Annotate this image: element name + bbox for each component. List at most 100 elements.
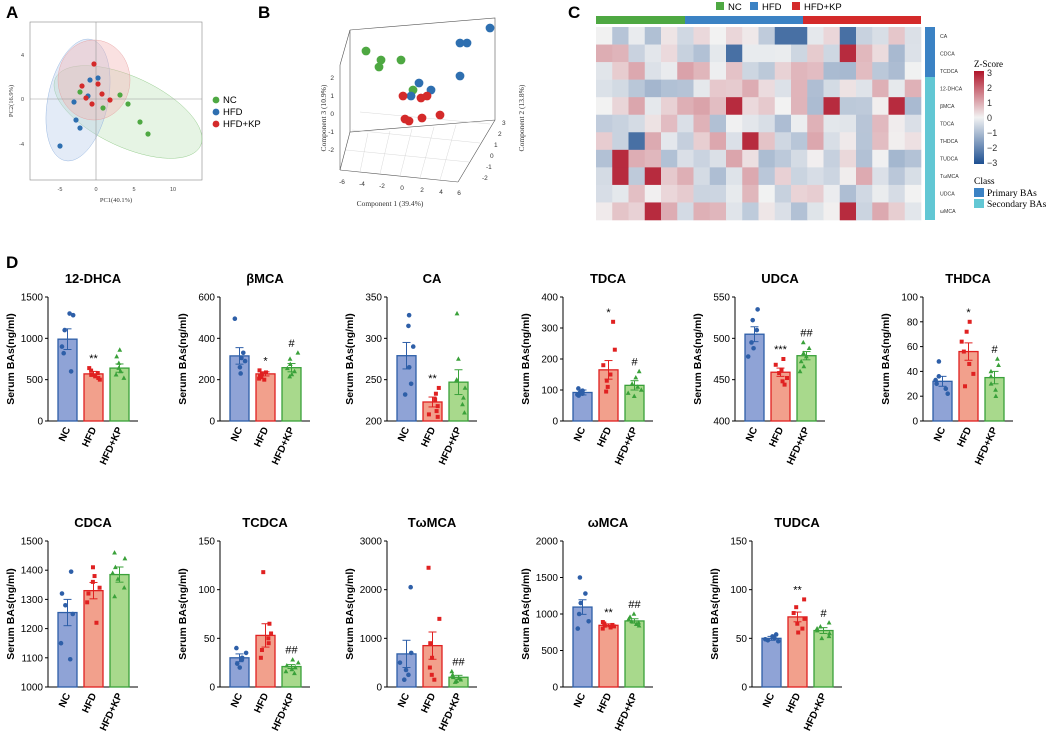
- significance-mark: #: [820, 608, 827, 620]
- data-point: [454, 310, 460, 316]
- heatmap-legend-hfd: HFD: [762, 2, 782, 13]
- pca3d-point: [422, 91, 432, 101]
- heatmap-cell: [644, 167, 662, 186]
- data-point: [90, 579, 95, 584]
- data-point: [292, 368, 297, 374]
- pca-point: [73, 117, 79, 123]
- heatmap-cell: [758, 167, 776, 186]
- bar-chart-6: CDCA Serum BAs(ng/ml) 1000 1100 1200 1300 1400…: [5, 515, 138, 732]
- heatmap-cell: [758, 62, 776, 80]
- heatmap-cell: [872, 79, 889, 98]
- bar-chart-ytick: 1300: [21, 595, 44, 606]
- data-point: [765, 637, 771, 643]
- data-point: [289, 371, 295, 377]
- bar-chart-ytick: 1100: [21, 653, 43, 664]
- heatmap-cell: [709, 79, 727, 98]
- heatmap-cell: [856, 114, 873, 133]
- data-point: [586, 619, 591, 624]
- data-point: [68, 369, 74, 374]
- data-point: [261, 570, 266, 575]
- heatmap-cell: [661, 97, 678, 116]
- bar-chart-ytick: 150: [198, 537, 215, 548]
- heatmap-cell: [872, 167, 889, 186]
- data-point: [577, 575, 583, 580]
- bar-chart-ytick: 50: [736, 634, 748, 645]
- data-point: [428, 641, 433, 646]
- heatmap-cell: [596, 167, 613, 186]
- heatmap-cell: [612, 167, 629, 186]
- heatmap-cell: [693, 97, 711, 116]
- significance-mark: #: [288, 338, 295, 350]
- heatmap-cell: [904, 79, 922, 98]
- heatmap-cell: [758, 184, 776, 203]
- panel-letter-b: B: [258, 3, 270, 22]
- category-label: HFD: [596, 426, 615, 449]
- data-point: [826, 633, 832, 639]
- data-point: [450, 674, 456, 680]
- heatmap-cell: [839, 97, 857, 116]
- heatmap-cell: [628, 97, 646, 116]
- heatmap-cell: [612, 149, 629, 168]
- heatmap-cell: [872, 62, 889, 80]
- bar: [796, 355, 817, 422]
- heatmap-cell: [856, 27, 873, 45]
- data-point: [462, 410, 467, 415]
- bar-chart-5: THDCA Serum BAs(ng/ml) 0 20 40 60 80 100 NC * HFD #…: [880, 271, 1013, 467]
- data-point: [456, 356, 461, 361]
- category-label: HFD: [81, 692, 100, 715]
- heatmap-cell: [677, 167, 694, 186]
- heatmap-cell: [774, 132, 792, 151]
- bar-chart-ytick: 200: [365, 417, 382, 428]
- pca3d-point: [455, 38, 465, 48]
- heatmap-cell: [823, 44, 841, 63]
- pca-legend-hfd-marker: [212, 108, 220, 116]
- pca3d-point: [462, 38, 472, 48]
- data-point: [92, 574, 97, 579]
- data-point: [780, 379, 785, 384]
- data-point: [806, 345, 812, 351]
- data-point: [629, 381, 635, 386]
- pca-ytick: 0: [21, 97, 24, 103]
- heatmap-cell: [758, 97, 776, 116]
- category-label: NC: [57, 426, 73, 444]
- bar: [109, 573, 130, 688]
- bar-chart-ytick: 100: [198, 585, 215, 596]
- heatmap-cell: [628, 114, 646, 133]
- pca3d-ztick: 2: [498, 131, 502, 138]
- data-point: [402, 392, 408, 397]
- heatmap-cell: [774, 114, 792, 133]
- data-point: [625, 390, 631, 395]
- data-point: [269, 631, 274, 636]
- heatmap-cell: [628, 79, 646, 98]
- data-point: [751, 345, 756, 351]
- heatmap-cell: [856, 149, 873, 168]
- heatmap-cell: [693, 202, 711, 221]
- heatmap-cell: [742, 184, 759, 203]
- heatmap-cell: [774, 202, 792, 221]
- data-point: [112, 564, 118, 570]
- heatmap-cell: [726, 149, 743, 168]
- data-point: [963, 384, 968, 389]
- heatmap-cell: [888, 184, 906, 203]
- data-point: [817, 624, 823, 629]
- data-point: [406, 672, 411, 678]
- category-label: HFD+KP: [437, 691, 464, 732]
- data-point: [638, 387, 644, 392]
- bar-chart-ytick: 40: [907, 367, 919, 378]
- data-point: [67, 311, 72, 316]
- heatmap-cell: [904, 27, 922, 45]
- data-point: [435, 404, 440, 409]
- data-point: [284, 365, 290, 371]
- heatmap-cell: [661, 167, 678, 186]
- data-point: [798, 358, 804, 364]
- bar-chart-0: 12-DHCA Serum BAs(ng/ml) 0 500 1000 1500 NC ** H…: [5, 271, 138, 467]
- data-point: [87, 366, 92, 371]
- data-point: [114, 353, 120, 359]
- category-label: HFD+KP: [802, 691, 829, 732]
- heatmap-cell: [774, 27, 792, 45]
- significance-mark: ##: [628, 599, 641, 611]
- bar: [83, 589, 104, 688]
- data-point: [754, 327, 760, 333]
- heatmap-cell: [693, 132, 711, 151]
- data-point: [633, 375, 639, 380]
